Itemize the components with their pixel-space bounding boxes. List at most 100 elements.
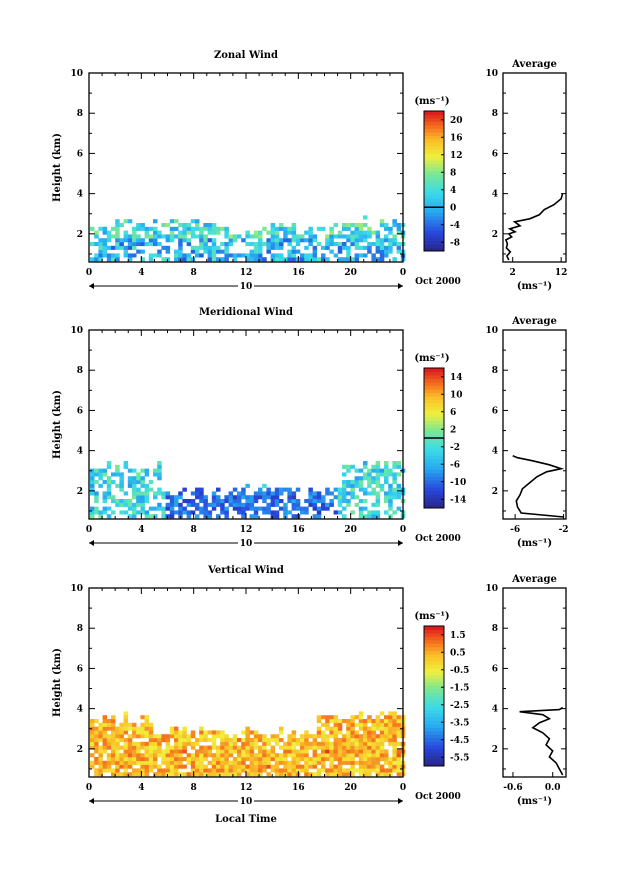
heatmap-cell: [148, 768, 154, 773]
heatmap-cell: [375, 234, 381, 239]
heatmap-cell: [115, 242, 120, 247]
heatmap-cell: [283, 764, 288, 769]
heatmap-cell: [287, 499, 292, 504]
colorbar-tick-label: -3.5: [450, 718, 469, 728]
heatmap-cell: [224, 253, 229, 258]
heatmap-cell: [363, 461, 368, 466]
colorbar-swatch: [424, 431, 444, 435]
heatmap-cell: [325, 738, 330, 743]
heatmap-cell: [358, 711, 364, 716]
heatmap-cell: [270, 253, 276, 258]
heatmap-cell: [165, 491, 171, 496]
heatmap-cell: [123, 741, 129, 746]
heatmap-cell: [144, 719, 150, 724]
heatmap-cell: [106, 491, 112, 496]
heatmap-cell: [199, 745, 204, 750]
heatmap-cell: [274, 230, 280, 235]
heatmap-cell: [182, 734, 187, 739]
heatmap-cell: [237, 757, 242, 762]
heatmap-cell: [207, 753, 213, 758]
heatmap-cell: [358, 499, 364, 504]
heatmap-cell: [342, 464, 347, 469]
heatmap-cell: [253, 249, 259, 254]
heatmap-cell: [375, 491, 381, 496]
heatmap-cell: [90, 734, 95, 739]
heatmap-cell: [379, 749, 385, 754]
colorbar-swatch: [424, 181, 444, 185]
heatmap-cell: [287, 238, 292, 243]
heatmap-cell: [140, 722, 145, 727]
heatmap-cell: [325, 242, 330, 247]
heatmap-cell: [367, 738, 372, 743]
heatmap-cell: [325, 257, 330, 262]
heatmap-cell: [199, 226, 204, 231]
heatmap-cell: [245, 749, 250, 754]
heatmap-cell: [291, 757, 297, 762]
colorbar-swatch: [424, 494, 444, 498]
heatmap-cell: [148, 730, 154, 735]
heatmap-cell: [337, 764, 343, 769]
heatmap-cell: [186, 741, 192, 746]
heatmap-cell: [174, 257, 179, 262]
heatmap-cell: [253, 741, 259, 746]
heatmap-cell: [363, 499, 368, 504]
heatmap-cell: [283, 238, 288, 243]
average-y-tick-label: 10: [485, 584, 498, 594]
heatmap-cell: [258, 749, 263, 754]
heatmap-cell: [228, 772, 234, 777]
heatmap-cell: [388, 730, 393, 735]
heatmap-cell: [161, 491, 166, 496]
heatmap-cell: [342, 772, 347, 777]
heatmap-cell: [333, 749, 339, 754]
heatmap-cell: [140, 468, 145, 473]
colorbar-swatch: [424, 128, 444, 133]
heatmap-cell: [363, 238, 368, 243]
heatmap-cell: [98, 757, 103, 762]
heatmap-cell: [157, 491, 162, 496]
heatmap-cell: [379, 726, 385, 731]
heatmap-cell: [300, 257, 305, 262]
colorbar-tick-label: -2: [450, 443, 460, 453]
heatmap-cell: [304, 741, 309, 746]
heatmap-cell: [371, 741, 376, 746]
heatmap-cell: [342, 768, 347, 773]
average-y-tick-label: 4: [492, 447, 498, 457]
day-label-bg: [238, 281, 254, 291]
heatmap-cell: [199, 757, 204, 762]
heatmap-cell: [216, 514, 221, 519]
heatmap-cell: [346, 483, 351, 488]
heatmap-cell: [325, 719, 330, 724]
heatmap-cell: [321, 495, 326, 500]
heatmap-cell: [316, 772, 322, 777]
heatmap-cell: [102, 730, 108, 735]
heatmap-cell: [350, 764, 355, 769]
heatmap-cell: [346, 257, 351, 262]
heatmap-cell: [224, 499, 229, 504]
colorbar-swatch: [424, 731, 444, 735]
heatmap-cell: [136, 476, 141, 481]
heatmap-cell: [211, 757, 217, 762]
heatmap-cell: [337, 753, 343, 758]
heatmap-cell: [329, 730, 334, 735]
heatmap-cell: [274, 495, 280, 500]
heatmap-cell: [157, 745, 162, 750]
heatmap-cell: [371, 514, 376, 519]
heatmap-cell: [132, 772, 137, 777]
heatmap-cell: [224, 242, 229, 247]
heatmap-cell: [346, 757, 351, 762]
heatmap-cell: [266, 502, 271, 507]
heatmap-cell: [203, 764, 208, 769]
colorbar-swatch: [424, 748, 444, 753]
heatmap-cell: [94, 253, 99, 258]
heatmap-cell: [375, 753, 381, 758]
heatmap-cell: [287, 749, 292, 754]
heatmap-cell: [245, 764, 250, 769]
heatmap-cell: [144, 726, 150, 731]
heatmap-cell: [337, 741, 343, 746]
colorbar-swatch: [424, 399, 444, 404]
colorbar-swatch: [424, 195, 444, 199]
heatmap-cell: [249, 768, 255, 773]
average-y-tick-label: 6: [492, 664, 498, 674]
